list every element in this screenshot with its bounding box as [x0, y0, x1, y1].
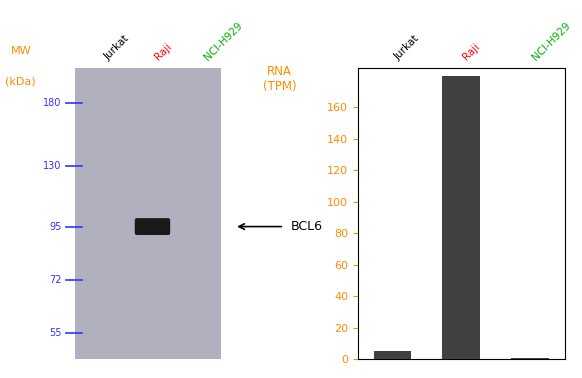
Text: Jurkat: Jurkat	[392, 34, 421, 62]
Text: (kDa): (kDa)	[5, 77, 36, 87]
Bar	[442, 76, 480, 359]
Text: Raji: Raji	[462, 42, 482, 62]
Text: RNA
(TPM): RNA (TPM)	[262, 65, 296, 93]
Text: Raji: Raji	[152, 42, 173, 62]
Text: 55: 55	[49, 328, 62, 338]
Text: 180: 180	[43, 98, 62, 107]
Text: 72: 72	[49, 276, 62, 285]
Text: NCI-H929: NCI-H929	[203, 20, 244, 62]
Text: NCI-H929: NCI-H929	[530, 20, 572, 62]
Bar	[511, 358, 549, 359]
Bar	[374, 351, 411, 359]
Text: 95: 95	[49, 222, 62, 232]
Text: BCL6: BCL6	[291, 220, 323, 233]
Bar	[75, 68, 221, 359]
Text: Jurkat: Jurkat	[102, 34, 131, 62]
Text: 130: 130	[43, 161, 62, 171]
FancyBboxPatch shape	[135, 218, 170, 235]
Text: MW: MW	[10, 46, 31, 56]
